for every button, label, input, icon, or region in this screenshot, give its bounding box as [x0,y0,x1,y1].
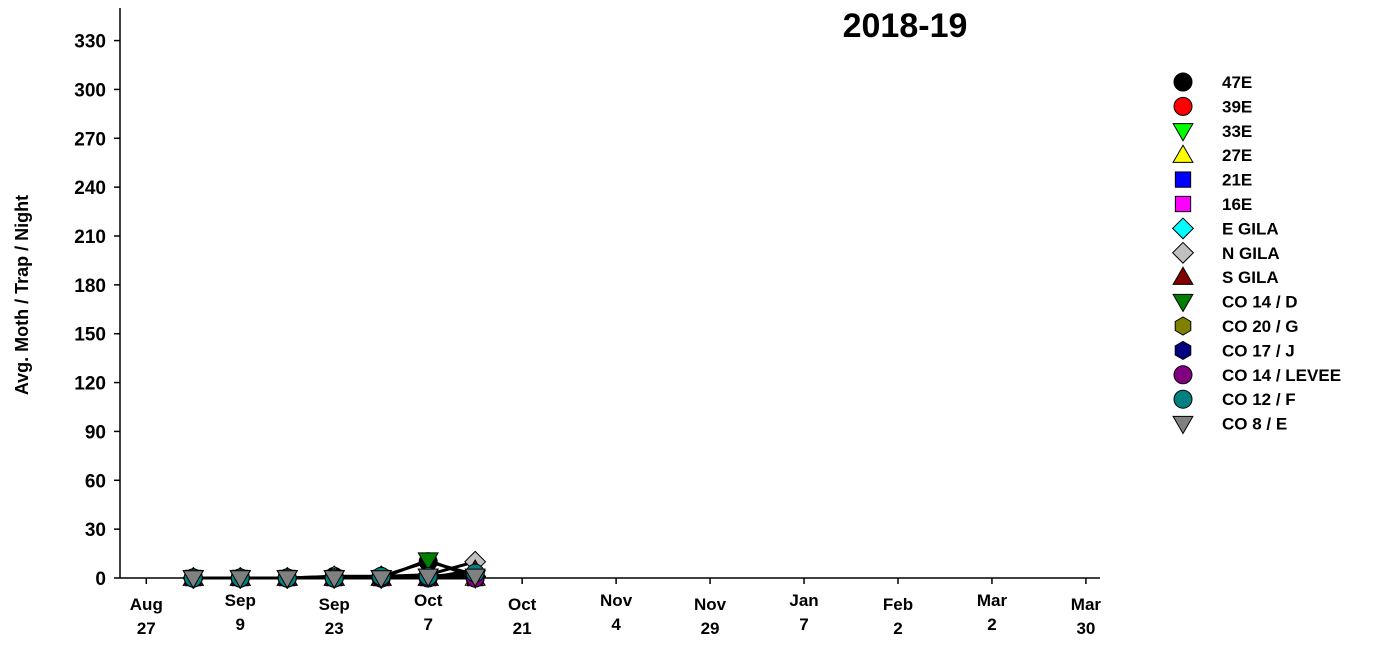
legend-item: 47E [1173,72,1252,92]
y-tick-label: 90 [85,422,106,443]
x-tick-label: Nov [600,591,633,610]
legend-label: 16E [1222,195,1252,214]
y-tick-label: 180 [74,276,106,297]
x-tick-label: 23 [325,619,344,638]
marker [182,570,205,589]
legend-label: 47E [1222,73,1252,92]
x-tick-label: 7 [423,615,432,634]
legend-item: 27E [1172,144,1252,165]
legend-marker [1172,266,1194,285]
legend-item: CO 12 / F [1173,389,1296,409]
legend-marker [1172,415,1194,435]
legend-marker [1174,316,1192,336]
y-tick-label: 120 [74,374,106,395]
legend-item: CO 20 / G [1174,316,1299,336]
legend-marker [1171,217,1195,240]
marker [323,570,345,589]
x-tick-label: Feb [883,595,913,614]
legend-item: 39E [1173,96,1252,116]
x-tick-label: Aug [130,595,163,614]
x-tick-label: 2 [893,619,902,638]
legend-label: CO 14 / D [1222,293,1298,312]
legend-marker [1173,96,1193,116]
legend-label: E GILA [1222,219,1279,238]
legend-label: 27E [1222,146,1252,165]
legend-item: CO 14 / D [1172,293,1298,313]
legend-label: CO 8 / E [1222,415,1287,434]
legend-marker [1174,195,1192,213]
y-tick-label: 150 [74,325,106,346]
marker [229,570,252,589]
y-axis-label: Avg. Moth / Trap / Night [12,195,32,395]
legend-marker [1171,241,1195,264]
legend-item: N GILA [1171,241,1280,264]
x-tick-label: 29 [701,619,720,638]
x-tick-label: Mar [1071,595,1102,614]
legend-label: CO 12 / F [1222,390,1296,409]
x-tick-label: 30 [1076,619,1095,638]
x-tick-label: 21 [513,619,532,638]
marker [370,570,392,589]
legend-item: CO 14 / LEVEE [1173,365,1341,385]
legend-label: N GILA [1222,244,1280,263]
x-tick-label: Oct [508,595,537,614]
marker [417,568,439,588]
marker [464,568,486,588]
y-tick-label: 30 [85,520,106,541]
legend-item: E GILA [1171,217,1279,240]
legend-label: S GILA [1222,268,1279,287]
y-tick-label: 210 [74,227,106,248]
y-tick-label: 300 [74,80,106,101]
x-tick-label: Sep [225,591,256,610]
legend-marker [1174,340,1192,360]
x-tick-label: Oct [414,591,443,610]
legend-marker [1173,365,1193,385]
legend-marker [1172,293,1194,313]
legend-item: 21E [1174,171,1252,190]
legend-label: CO 14 / LEVEE [1222,366,1341,385]
marker [417,552,439,571]
marker [276,570,299,589]
legend-label: CO 17 / J [1222,341,1295,360]
y-tick-label: 330 [74,32,106,53]
x-tick-label: Nov [694,595,727,614]
legend-marker [1173,72,1193,92]
x-tick-label: Jan [789,591,818,610]
y-tick-label: 270 [74,129,106,150]
legend-item: CO 17 / J [1174,340,1295,360]
legend-marker [1174,171,1192,188]
x-tick-label: Mar [977,591,1008,610]
y-tick-label: 240 [74,178,106,199]
legend-label: 33E [1222,122,1252,141]
x-tick-label: 9 [236,615,245,634]
legend-item: CO 8 / E [1172,415,1287,435]
legend-item: S GILA [1172,266,1279,287]
legend-label: CO 20 / G [1222,317,1299,336]
x-tick-label: 7 [799,615,808,634]
y-tick-label: 60 [85,471,106,492]
x-tick-label: 2 [987,615,996,634]
legend-item: 33E [1172,122,1252,142]
y-tick-label: 0 [95,569,106,590]
legend-label: 39E [1222,97,1252,116]
legend-item: 16E [1174,195,1252,214]
legend-marker [1172,144,1194,163]
x-tick-label: 27 [137,619,156,638]
x-tick-label: Sep [319,595,350,614]
legend-marker [1172,123,1194,142]
legend-marker [1173,389,1193,409]
x-tick-label: 4 [611,615,621,634]
legend-label: 21E [1222,171,1252,190]
chart-title: 2018-19 [843,7,968,45]
